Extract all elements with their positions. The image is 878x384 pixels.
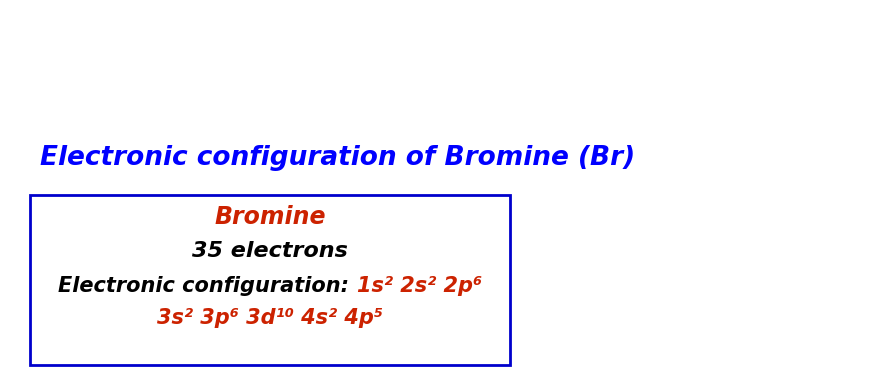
Text: 1s² 2s² 2p⁶: 1s² 2s² 2p⁶ bbox=[356, 276, 481, 296]
Text: 3s² 3p⁶ 3d¹⁰ 4s² 4p⁵: 3s² 3p⁶ 3d¹⁰ 4s² 4p⁵ bbox=[157, 308, 383, 328]
Text: Bromine: Bromine bbox=[214, 205, 326, 228]
Bar bbox=[30, 195, 509, 365]
Text: Electronic configuration:: Electronic configuration: bbox=[58, 276, 356, 296]
Text: 35 electrons: 35 electrons bbox=[192, 241, 348, 261]
Text: Electronic configuration of Bromine (Br): Electronic configuration of Bromine (Br) bbox=[40, 145, 635, 171]
